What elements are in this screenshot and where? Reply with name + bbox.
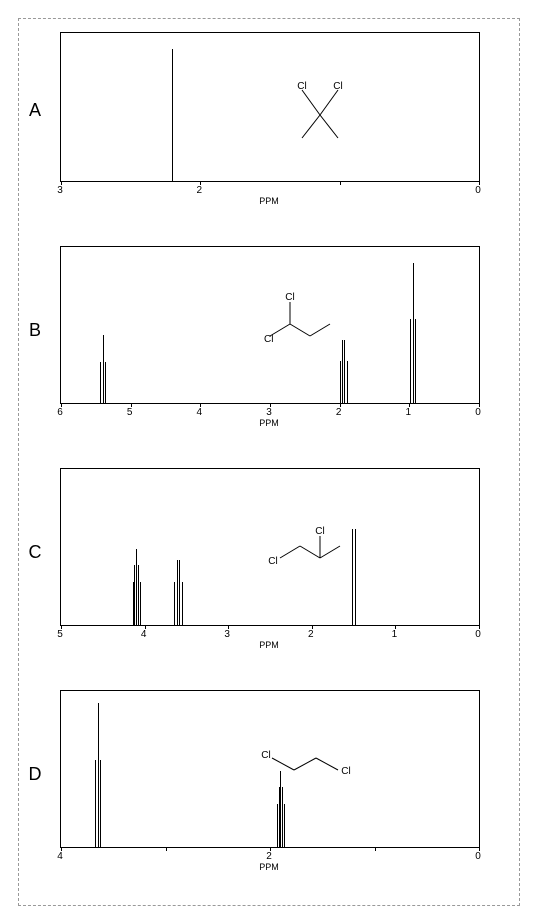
peak [172, 49, 173, 181]
axis-tick-label: 5 [127, 407, 133, 418]
axis-tick-label: 1 [406, 407, 412, 418]
peak [98, 703, 99, 847]
ppm-label: PPM [259, 418, 279, 428]
axis-tick-label: 3 [57, 185, 63, 196]
panel-label-d: D [20, 764, 50, 785]
peak [415, 319, 416, 403]
ppm-label: PPM [259, 862, 279, 872]
axis-tick-label: 0 [475, 851, 481, 862]
axis-tick-label: 1 [392, 629, 398, 640]
ppm-label: PPM [259, 640, 279, 650]
peak [340, 361, 341, 403]
panel-label-c: C [20, 542, 50, 563]
axis-tick-minor [340, 182, 341, 185]
axis-tick-label: 4 [141, 629, 147, 640]
peak [103, 335, 104, 403]
axis-tick-label: 0 [475, 407, 481, 418]
spectrum-box-a [60, 32, 480, 182]
axis-tick-label: 5 [57, 629, 63, 640]
axis-tick-minor [166, 848, 167, 851]
axis-tick-label: 0 [475, 185, 481, 196]
peak [95, 760, 96, 847]
axis-tick-minor [375, 848, 376, 851]
spectrum-box-b [60, 246, 480, 404]
peak [177, 560, 178, 625]
peak [413, 263, 414, 403]
peak [105, 362, 106, 403]
peak [174, 582, 175, 625]
peak [344, 340, 345, 403]
spectrum-box-c [60, 468, 480, 626]
axis-tick-label: 4 [57, 851, 63, 862]
axis-tick-label: 4 [197, 407, 203, 418]
axis-tick-label: 3 [224, 629, 230, 640]
axis-tick-label: 2 [308, 629, 314, 640]
ppm-label: PPM [259, 196, 279, 206]
peak [140, 582, 141, 625]
axis-tick-label: 2 [336, 407, 342, 418]
peak [347, 361, 348, 403]
peak [355, 529, 356, 625]
spectrum-box-d [60, 690, 480, 848]
peak [284, 804, 285, 847]
axis-tick-label: 2 [266, 851, 272, 862]
peak [100, 362, 101, 403]
peak [410, 319, 411, 403]
peak [182, 582, 183, 625]
peak [352, 529, 353, 625]
panel-label-a: A [20, 100, 50, 121]
axis-tick-label: 3 [266, 407, 272, 418]
axis-tick-label: 2 [197, 185, 203, 196]
axis-tick-label: 6 [57, 407, 63, 418]
panel-label-b: B [20, 320, 50, 341]
axis-tick-label: 0 [475, 629, 481, 640]
peak [342, 340, 343, 403]
peak [100, 760, 101, 847]
peak [179, 560, 180, 625]
